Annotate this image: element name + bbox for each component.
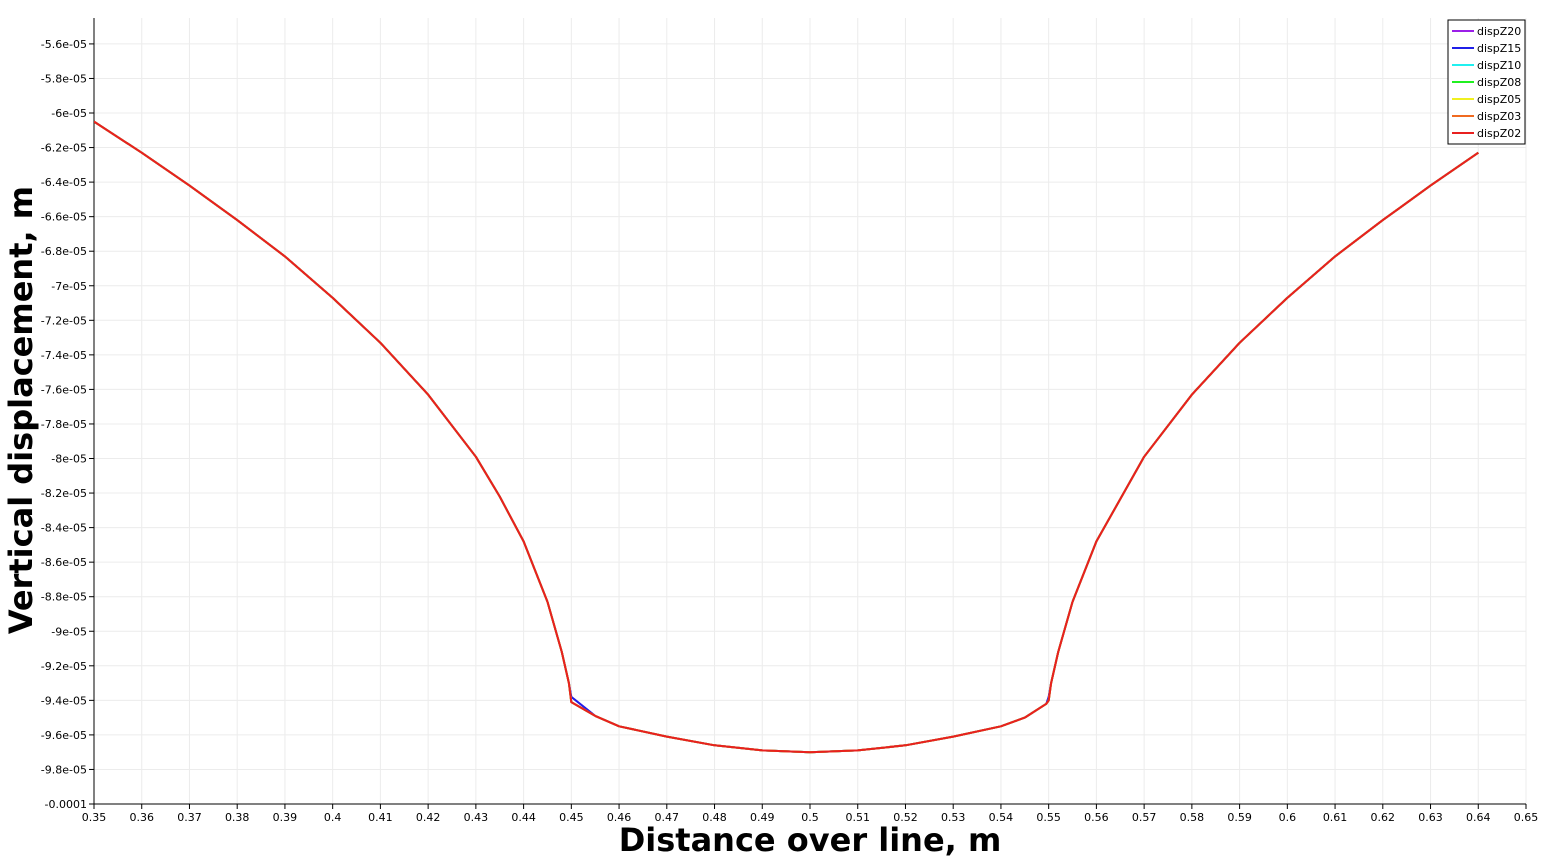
y-tick-label: -8.8e-05 [41, 591, 87, 604]
series-line-dispZ02 [94, 120, 1479, 754]
axes: 0.35 0.36 0.37 0.38 0.39 0.4 0.41 0.42 0.43 0.44 0… [41, 18, 1538, 824]
y-tick-label: -8.2e-05 [41, 487, 87, 500]
legend-label-dispZ08: dispZ08 [1477, 76, 1521, 89]
x-tick-label: 0.51 [845, 811, 870, 824]
y-tick-label: -8.6e-05 [41, 556, 87, 569]
legend: dispZ20 dispZ15 dispZ10 dispZ08 dispZ05 dispZ… [1447, 19, 1526, 145]
x-tick-label: 0.41 [368, 811, 393, 824]
x-tick-label: 0.44 [511, 811, 536, 824]
x-tick-label: 0.55 [1036, 811, 1061, 824]
y-tick-label: -7.4e-05 [41, 349, 87, 362]
x-tick-label: 0.63 [1418, 811, 1443, 824]
y-tick-label: -6.4e-05 [41, 176, 87, 189]
y-tick-label: -8.4e-05 [41, 522, 87, 535]
y-tick-label: -6.6e-05 [41, 211, 87, 224]
y-axis-title: Vertical displacement, m [2, 186, 40, 634]
y-tick-label: -7.6e-05 [41, 383, 87, 396]
legend-label-dispZ02: dispZ02 [1477, 127, 1521, 140]
x-tick-label: 0.62 [1371, 811, 1396, 824]
y-tick-label: -9.2e-05 [41, 660, 87, 673]
y-tick-label: -9e-05 [51, 625, 87, 638]
y-tick-label: -9.6e-05 [41, 729, 87, 742]
x-tick-label: 0.45 [559, 811, 584, 824]
y-tick-label: -9.8e-05 [41, 763, 87, 776]
series-lines [94, 120, 1479, 754]
legend-label-dispZ03: dispZ03 [1477, 110, 1521, 123]
x-tick-label: 0.64 [1466, 811, 1491, 824]
x-tick-label: 0.54 [989, 811, 1014, 824]
x-tick-label: 0.48 [702, 811, 727, 824]
y-tick-label: -5.8e-05 [41, 72, 87, 85]
x-tick-label: 0.56 [1084, 811, 1109, 824]
x-tick-label: 0.47 [655, 811, 680, 824]
x-tick-label: 0.5 [801, 811, 819, 824]
x-axis-title: Distance over line, m [619, 821, 1002, 859]
legend-label-dispZ15: dispZ15 [1477, 42, 1521, 55]
y-tick-label: -7e-05 [51, 280, 87, 293]
y-tick-label: -0.0001 [45, 798, 87, 811]
x-tick-label: 0.37 [177, 811, 202, 824]
y-tick-label: -7.2e-05 [41, 314, 87, 327]
x-tick-label: 0.53 [941, 811, 966, 824]
y-tick-label: -5.6e-05 [41, 38, 87, 51]
legend-label-dispZ10: dispZ10 [1477, 59, 1521, 72]
x-tick-label: 0.35 [82, 811, 107, 824]
y-tick-label: -7.8e-05 [41, 418, 87, 431]
x-tick-label: 0.58 [1180, 811, 1205, 824]
x-tick-label: 0.52 [893, 811, 918, 824]
y-tick-label: -8e-05 [51, 453, 87, 466]
legend-label-dispZ05: dispZ05 [1477, 93, 1521, 106]
x-tick-label: 0.59 [1227, 811, 1252, 824]
x-tick-label: 0.36 [129, 811, 154, 824]
x-tick-label: 0.6 [1279, 811, 1297, 824]
x-tick-label: 0.39 [273, 811, 298, 824]
grid [93, 18, 1527, 805]
x-tick-label: 0.61 [1323, 811, 1348, 824]
y-tick-label: -6.8e-05 [41, 245, 87, 258]
x-tick-label: 0.46 [607, 811, 632, 824]
y-tick-label: -6.2e-05 [41, 142, 87, 155]
x-tick-label: 0.42 [416, 811, 441, 824]
x-tick-label: 0.57 [1132, 811, 1157, 824]
y-tick-label: -9.4e-05 [41, 694, 87, 707]
x-tick-label: 0.43 [464, 811, 489, 824]
x-tick-label: 0.65 [1514, 811, 1539, 824]
x-tick-label: 0.49 [750, 811, 775, 824]
y-tick-label: -6e-05 [51, 107, 87, 120]
x-tick-label: 0.38 [225, 811, 250, 824]
legend-label-dispZ20: dispZ20 [1477, 25, 1521, 38]
x-tick-label: 0.4 [324, 811, 342, 824]
